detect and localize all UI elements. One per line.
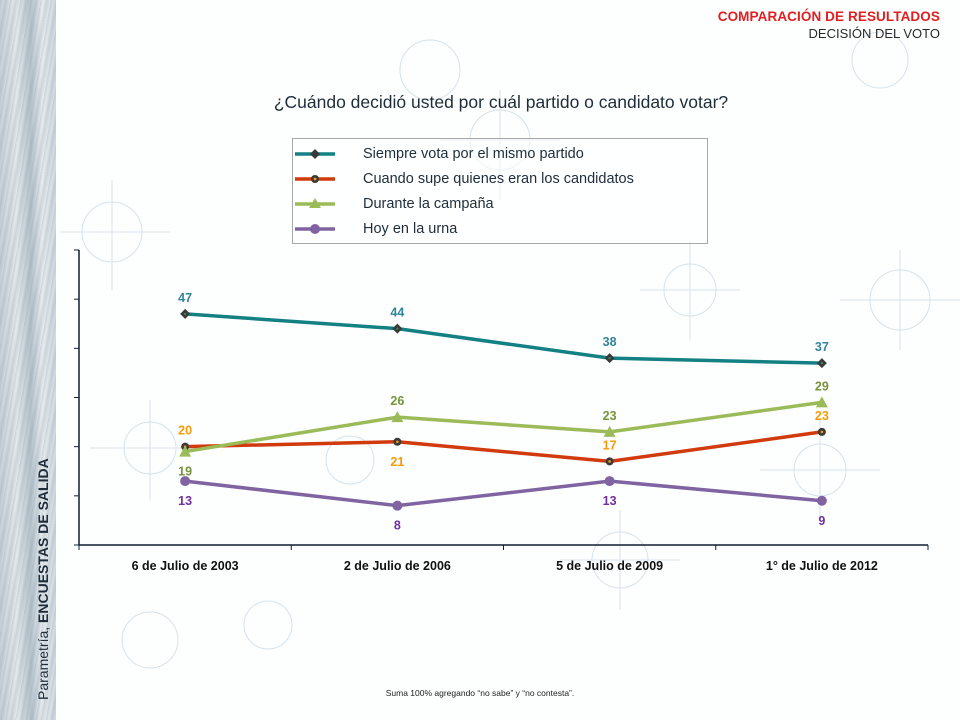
data-point-triangle: [179, 445, 192, 457]
data-label: 9: [818, 514, 825, 528]
data-point-center: [820, 430, 824, 434]
x-tick-label: 6 de Julio de 2003: [132, 559, 239, 573]
chart-legend: Siempre vota por el mismo partido Cuando…: [292, 138, 708, 244]
circle-marker-icon: [295, 224, 335, 234]
data-label: 19: [178, 465, 192, 479]
data-label: 17: [603, 438, 617, 452]
data-label: 38: [603, 335, 617, 349]
data-point-triangle: [603, 425, 616, 437]
x-tick-label: 5 de Julio de 2009: [556, 559, 663, 573]
triangle-marker-icon: [295, 198, 335, 208]
data-label: 44: [390, 306, 404, 320]
data-point-center: [396, 440, 399, 444]
x-tick-label: 2 de Julio de 2006: [344, 559, 451, 573]
data-label: 47: [178, 291, 192, 305]
circle-marker-icon: [295, 175, 335, 183]
footnote: Suma 100% agregando “no sabe” y “no cont…: [385, 688, 575, 698]
chart-title: ¿Cuándo decidió usted por cuál partido o…: [273, 92, 729, 112]
legend-item-siempre: Siempre vota por el mismo partido: [295, 144, 584, 164]
legend-item-hoy: Hoy en la urna: [295, 219, 458, 239]
data-label: 21: [390, 455, 404, 469]
legend-label: Durante la campaña: [363, 196, 494, 212]
data-label: 13: [603, 494, 617, 508]
data-point-circle: [392, 500, 403, 511]
legend-label: Hoy en la urna: [363, 221, 458, 237]
data-point-circle: [816, 495, 827, 506]
series-line-0: [185, 312, 822, 365]
data-label: 20: [178, 424, 192, 438]
decorative-left-strip: [0, 0, 56, 720]
data-point-center: [608, 460, 611, 463]
legend-item-durante: Durante la campaña: [295, 194, 494, 214]
header: COMPARACIÓN DE RESULTADOS DECISIÓN DEL V…: [718, 9, 940, 41]
data-label: 23: [603, 409, 617, 423]
data-point-center: [608, 356, 611, 360]
diamond-marker-icon: [295, 149, 335, 159]
legend-label: Siempre vota por el mismo partido: [363, 146, 584, 162]
data-point-circle: [604, 476, 615, 487]
x-tick-label: 1° de Julio de 2012: [766, 559, 878, 573]
series-line-1: [185, 430, 823, 464]
data-label: 26: [390, 394, 404, 408]
source-label: Parametría, ENCUESTAS DE SALIDA: [35, 458, 51, 700]
data-point-center: [820, 361, 824, 365]
data-point-circle: [180, 476, 191, 487]
data-label: 8: [394, 519, 401, 533]
data-point-triangle: [391, 411, 404, 423]
data-label: 29: [815, 379, 829, 393]
header-title: COMPARACIÓN DE RESULTADOS: [717, 9, 940, 24]
data-label: 13: [178, 494, 192, 508]
data-label: 23: [815, 409, 829, 423]
data-point-center: [183, 312, 187, 316]
data-point-triangle: [815, 396, 828, 408]
series-line-2: [184, 400, 823, 454]
data-point-center: [396, 327, 399, 330]
source-type: ENCUESTAS DE SALIDA: [35, 458, 51, 623]
legend-label: Cuando supe quienes eran los candidatos: [363, 171, 634, 187]
legend-item-cuando: Cuando supe quienes eran los candidatos: [295, 169, 634, 189]
series-line-3: [184, 479, 823, 508]
data-label: 37: [815, 340, 829, 354]
header-subtitle: DECISIÓN DEL VOTO: [808, 26, 940, 41]
